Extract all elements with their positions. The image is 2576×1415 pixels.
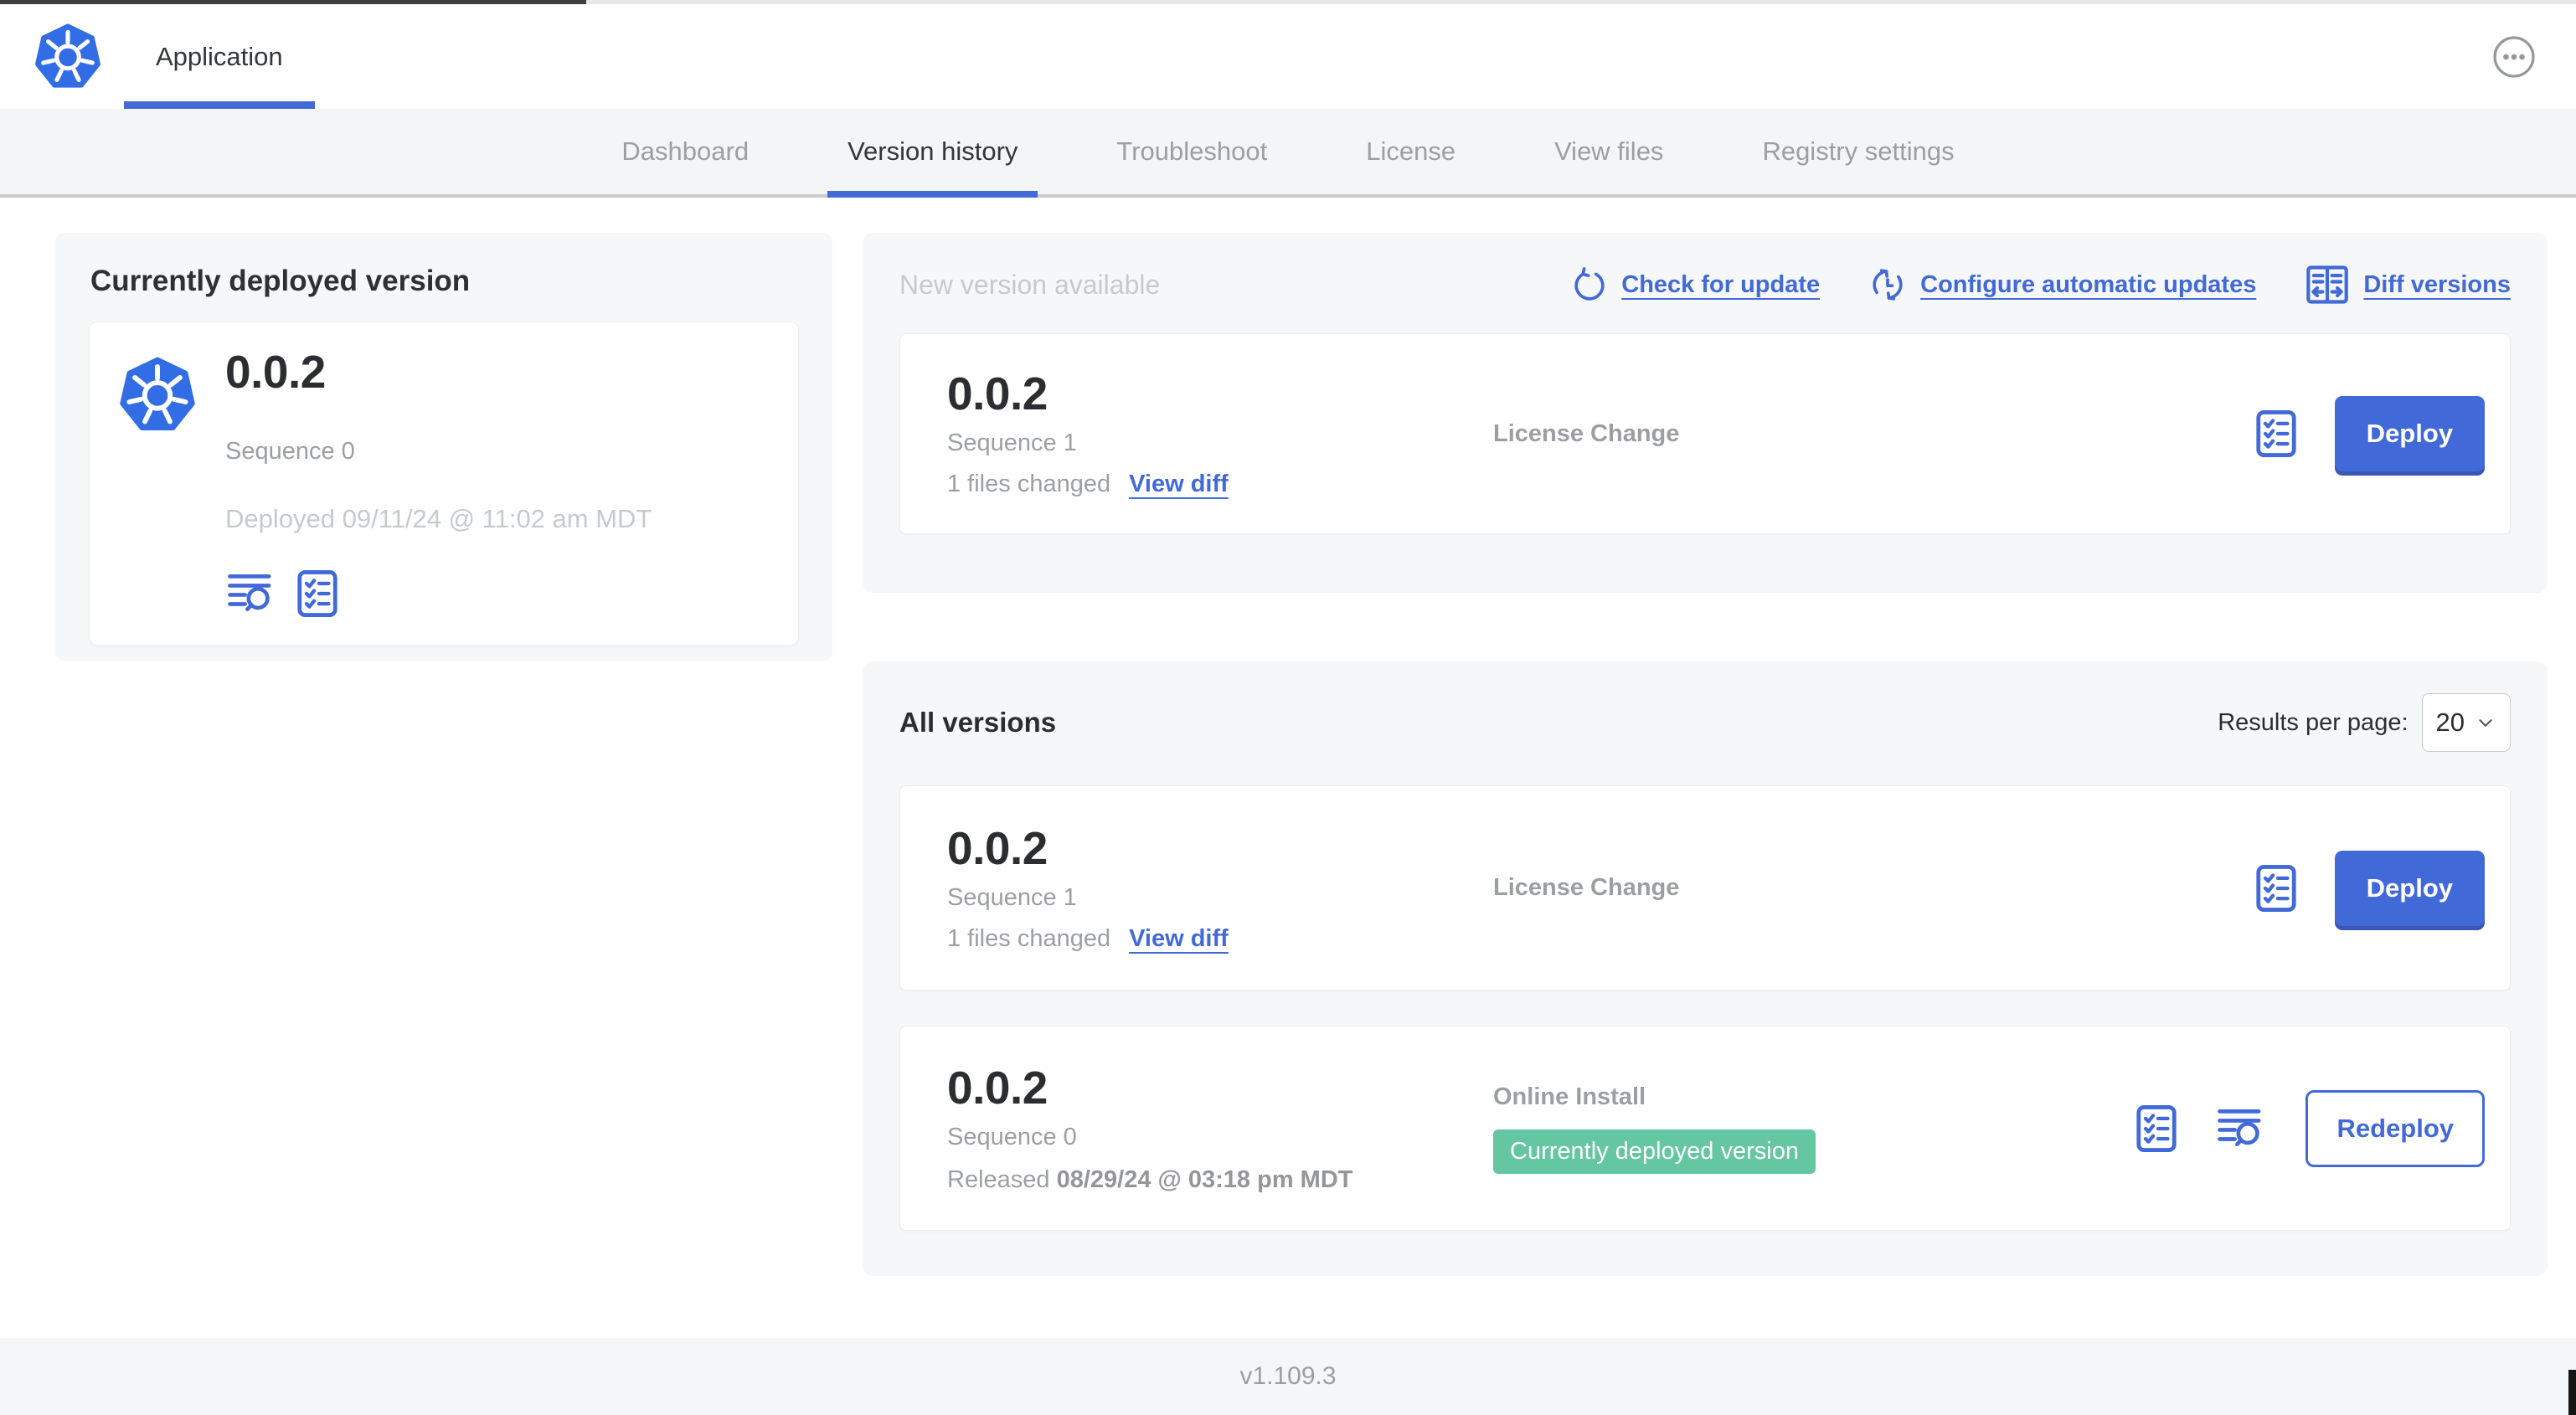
results-per-page: Results per page: 20 bbox=[2218, 693, 2511, 752]
diff-versions-link[interactable]: Diff versions bbox=[2305, 265, 2511, 305]
preflight-checklist-icon bbox=[296, 568, 339, 620]
nav-tab-registry-settings[interactable]: Registry settings bbox=[1762, 136, 1955, 166]
results-per-page-value: 20 bbox=[2435, 708, 2465, 737]
deployed-version-info: 0.0.2 Sequence 0 Deployed 09/11/24 @ 11:… bbox=[225, 347, 652, 620]
logs-icon bbox=[2215, 1106, 2269, 1151]
version-source-column: Online Install Currently deployed versio… bbox=[1493, 1083, 2135, 1174]
version-source: License Change bbox=[1493, 874, 1680, 901]
scheduled-update-icon bbox=[1868, 265, 1907, 304]
check-for-update-link[interactable]: Check for update bbox=[1571, 266, 1820, 303]
currently-deployed-badge: Currently deployed version bbox=[1493, 1129, 1816, 1174]
header-left: Application bbox=[33, 4, 315, 109]
view-diff-link[interactable]: View diff bbox=[1129, 924, 1229, 952]
version-info: 0.0.2 Sequence 0 Released 08/29/24 @ 03:… bbox=[947, 1063, 1493, 1194]
configure-automatic-updates-link[interactable]: Configure automatic updates bbox=[1868, 265, 2256, 304]
version-info: 0.0.2 Sequence 1 1 files changed View di… bbox=[947, 369, 1493, 498]
all-versions-panel: All versions Results per page: 20 0.0.2 … bbox=[863, 661, 2548, 1276]
currently-deployed-title: Currently deployed version bbox=[90, 265, 471, 297]
results-per-page-label: Results per page: bbox=[2218, 708, 2409, 736]
version-row: 0.0.2 Sequence 1 1 files changed View di… bbox=[899, 785, 2511, 990]
nav-tab-version-history[interactable]: Version history bbox=[827, 109, 1038, 198]
logs-icon bbox=[225, 571, 279, 616]
diff-icon bbox=[2305, 265, 2350, 305]
app-tab-label: Application bbox=[156, 41, 283, 71]
released-label: Released bbox=[947, 1165, 1057, 1193]
nav-tab-license[interactable]: License bbox=[1366, 136, 1456, 166]
diff-versions-label: Diff versions bbox=[2363, 270, 2511, 298]
overflow-menu-button[interactable] bbox=[2492, 35, 2536, 79]
version-sequence: Sequence 0 bbox=[947, 1123, 1077, 1150]
deployed-actions bbox=[225, 568, 652, 620]
all-versions-title: All versions bbox=[899, 707, 1057, 738]
main-content: Currently deployed version 0.0.2 Sequenc… bbox=[0, 201, 2576, 1338]
main-nav: Dashboard Version history Troubleshoot L… bbox=[0, 109, 2576, 198]
version-sequence: Sequence 1 bbox=[947, 430, 1077, 456]
screenshot-corner-artifact bbox=[2568, 1370, 2576, 1415]
update-links: Check for update Configure automatic upd… bbox=[1571, 265, 2511, 305]
kubernetes-logo-icon bbox=[33, 19, 102, 95]
version-number: 0.0.2 bbox=[947, 368, 1048, 419]
version-info: 0.0.2 Sequence 1 1 files changed View di… bbox=[947, 824, 1493, 953]
redeploy-button[interactable]: Redeploy bbox=[2306, 1089, 2485, 1167]
new-version-title: New version available bbox=[899, 269, 1161, 300]
nav-tab-view-files[interactable]: View files bbox=[1554, 136, 1664, 166]
preflight-results-button[interactable] bbox=[2254, 408, 2298, 460]
all-versions-header: All versions Results per page: 20 bbox=[899, 693, 2511, 752]
chevron-down-icon bbox=[2475, 712, 2496, 733]
ellipsis-menu-icon bbox=[2492, 35, 2536, 79]
console-version: v1.109.3 bbox=[1239, 1362, 1337, 1390]
version-source-column: License Change bbox=[1493, 420, 2254, 448]
window-edge-artifact-dark bbox=[0, 0, 586, 4]
check-for-update-label: Check for update bbox=[1621, 270, 1821, 298]
files-changed-label: 1 files changed bbox=[947, 924, 1111, 952]
version-sequence: Sequence 1 bbox=[947, 883, 1077, 911]
new-version-panel: New version available Check for update C… bbox=[863, 233, 2548, 593]
files-changed-row: 1 files changed View diff bbox=[947, 471, 1493, 498]
version-row: 0.0.2 Sequence 0 Released 08/29/24 @ 03:… bbox=[899, 1026, 2511, 1231]
released-row: Released 08/29/24 @ 03:18 pm MDT bbox=[947, 1166, 1493, 1194]
refresh-icon bbox=[1571, 266, 1608, 303]
deployed-preflight-button[interactable] bbox=[296, 568, 339, 620]
preflight-checklist-icon bbox=[2254, 408, 2298, 460]
deployed-timestamp: Deployed 09/11/24 @ 11:02 am MDT bbox=[225, 504, 652, 533]
results-per-page-select[interactable]: 20 bbox=[2421, 693, 2511, 752]
nav-tab-troubleshoot[interactable]: Troubleshoot bbox=[1116, 136, 1268, 166]
deployed-logs-button[interactable] bbox=[225, 571, 279, 616]
version-source: License Change bbox=[1493, 419, 1680, 447]
preflight-results-button[interactable] bbox=[2254, 862, 2298, 914]
files-changed-row: 1 files changed View diff bbox=[947, 925, 1493, 953]
deployed-version-number: 0.0.2 bbox=[225, 346, 326, 398]
deploy-button[interactable]: Deploy bbox=[2334, 396, 2485, 471]
preflight-checklist-icon bbox=[2135, 1103, 2178, 1155]
version-source-column: License Change bbox=[1493, 874, 2254, 902]
deployed-sequence: Sequence 0 bbox=[225, 438, 355, 465]
app-footer: v1.109.3 bbox=[0, 1338, 2576, 1415]
window-edge-artifact bbox=[0, 0, 2576, 4]
currently-deployed-card: 0.0.2 Sequence 0 Deployed 09/11/24 @ 11:… bbox=[89, 322, 799, 646]
deploy-logs-button[interactable] bbox=[2215, 1106, 2269, 1151]
version-number: 0.0.2 bbox=[947, 1061, 1048, 1114]
deploy-button[interactable]: Deploy bbox=[2334, 850, 2485, 926]
files-changed-label: 1 files changed bbox=[947, 471, 1111, 497]
app-header: Application bbox=[0, 4, 2576, 109]
version-source: Online Install bbox=[1493, 1083, 1646, 1110]
released-date: 08/29/24 @ 03:18 pm MDT bbox=[1056, 1165, 1353, 1193]
tab-application[interactable]: Application bbox=[124, 4, 315, 109]
new-version-card: 0.0.2 Sequence 1 1 files changed View di… bbox=[899, 333, 2511, 534]
view-diff-link[interactable]: View diff bbox=[1129, 471, 1229, 497]
new-version-header: New version available Check for update C… bbox=[899, 265, 2511, 305]
version-number: 0.0.2 bbox=[947, 821, 1048, 874]
configure-automatic-updates-label: Configure automatic updates bbox=[1920, 270, 2257, 298]
version-actions: Deploy bbox=[2254, 396, 2485, 471]
currently-deployed-panel: Currently deployed version 0.0.2 Sequenc… bbox=[55, 233, 832, 661]
nav-tab-dashboard[interactable]: Dashboard bbox=[621, 136, 750, 166]
preflight-results-button[interactable] bbox=[2135, 1103, 2178, 1155]
preflight-checklist-icon bbox=[2254, 862, 2298, 914]
app-icon bbox=[118, 352, 197, 438]
version-actions: Redeploy bbox=[2135, 1089, 2485, 1167]
version-actions: Deploy bbox=[2254, 850, 2485, 926]
